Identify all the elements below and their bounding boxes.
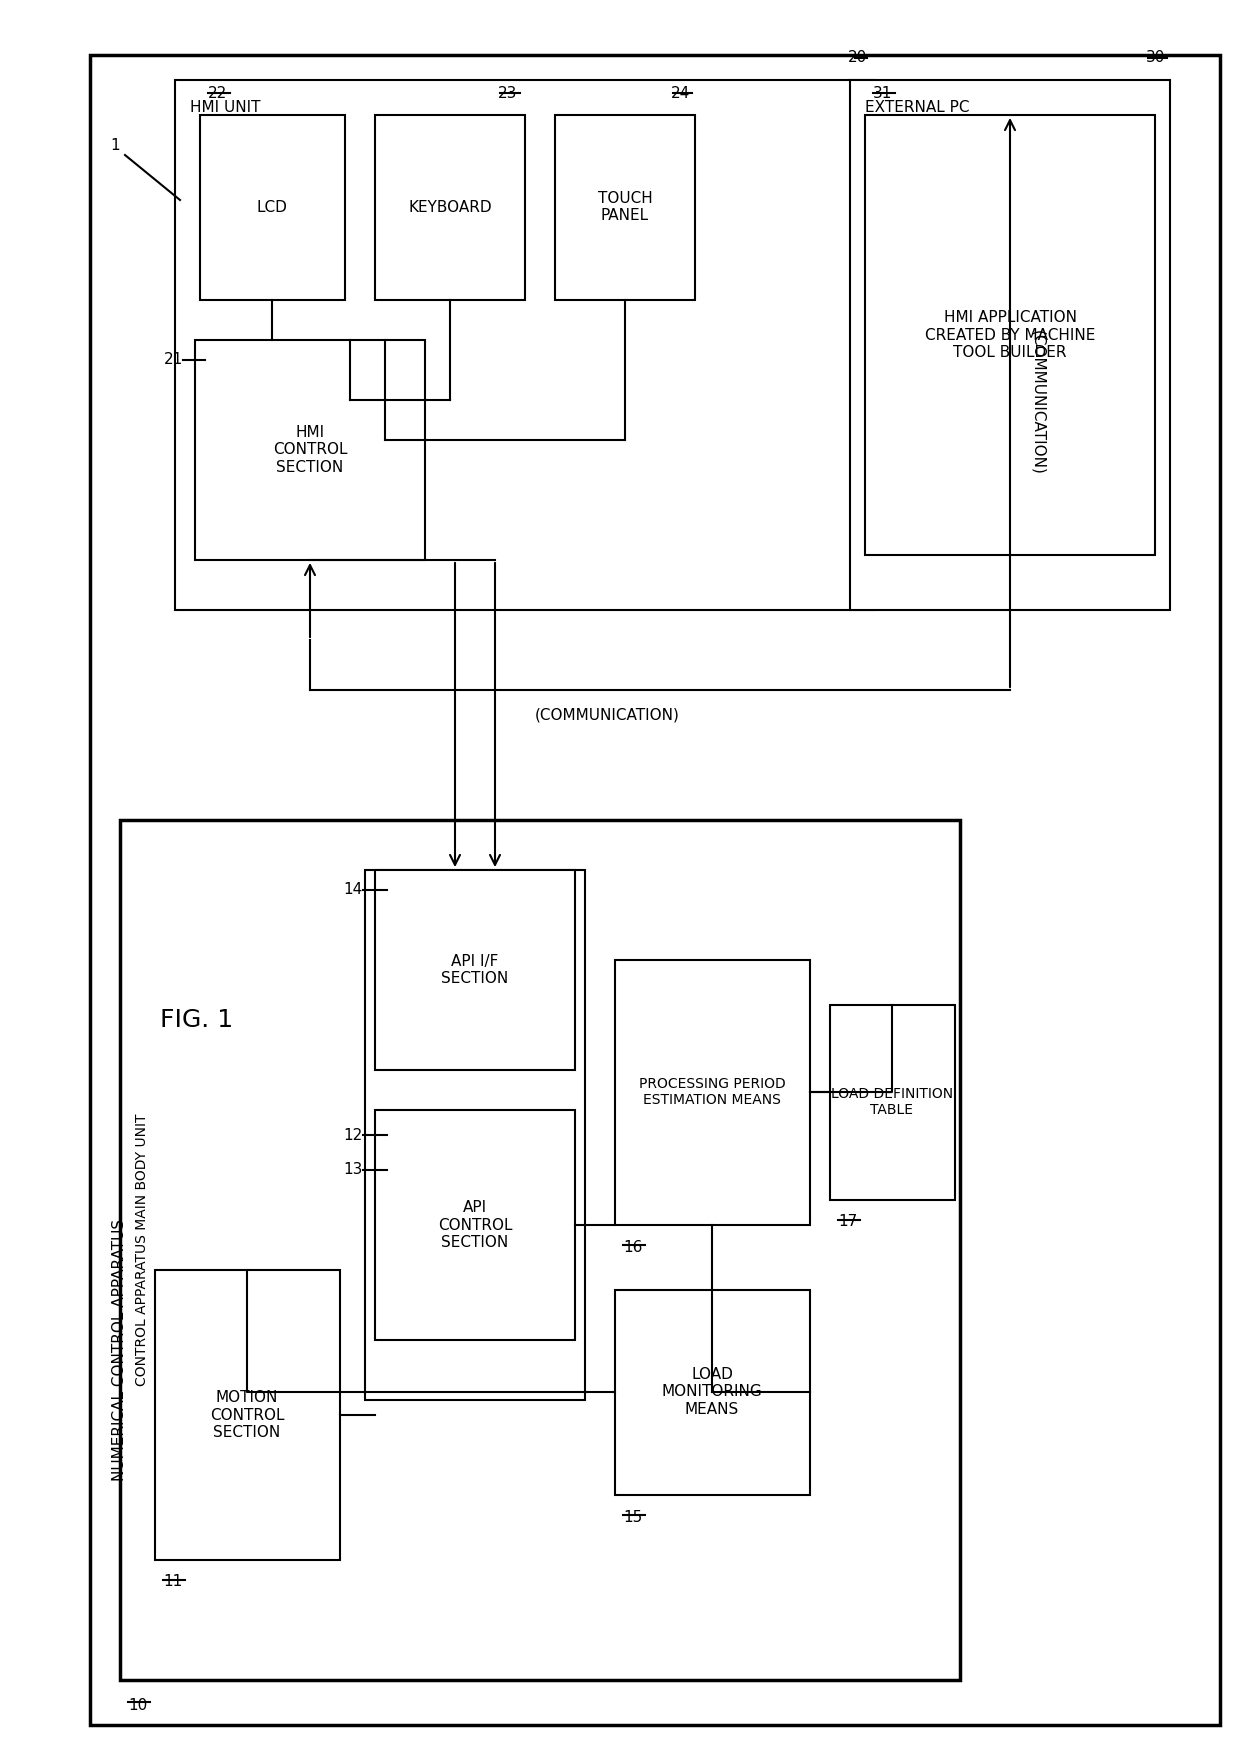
Text: TOUCH
PANEL: TOUCH PANEL xyxy=(598,190,652,224)
Text: CONTROL APPARATUS MAIN BODY UNIT: CONTROL APPARATUS MAIN BODY UNIT xyxy=(135,1114,149,1386)
Bar xyxy=(830,1005,955,1201)
Bar xyxy=(195,340,425,561)
Bar xyxy=(175,79,875,610)
Text: KEYBOARD: KEYBOARD xyxy=(408,199,492,215)
Bar xyxy=(849,79,1171,610)
Bar xyxy=(120,820,960,1680)
Bar xyxy=(866,115,1154,555)
Text: HMI
CONTROL
SECTION: HMI CONTROL SECTION xyxy=(273,425,347,474)
Text: PROCESSING PERIOD
ESTIMATION MEANS: PROCESSING PERIOD ESTIMATION MEANS xyxy=(639,1077,785,1107)
Bar xyxy=(556,115,694,300)
Text: 24: 24 xyxy=(671,85,689,100)
Bar xyxy=(615,1291,810,1495)
Text: 12: 12 xyxy=(343,1128,363,1142)
Text: 16: 16 xyxy=(622,1239,642,1255)
Text: 1: 1 xyxy=(110,138,120,153)
Bar xyxy=(374,115,525,300)
Text: (COMMUNICATION): (COMMUNICATION) xyxy=(534,707,680,723)
Text: HMI UNIT: HMI UNIT xyxy=(190,100,260,116)
Text: 23: 23 xyxy=(497,85,517,100)
Text: 14: 14 xyxy=(343,883,363,897)
Text: LOAD
MONITORING
MEANS: LOAD MONITORING MEANS xyxy=(662,1366,763,1417)
Bar xyxy=(615,961,810,1225)
Bar xyxy=(200,115,345,300)
Text: EXTERNAL PC: EXTERNAL PC xyxy=(866,100,970,116)
Text: 17: 17 xyxy=(838,1215,857,1229)
Bar xyxy=(365,869,585,1400)
Text: 20: 20 xyxy=(848,51,867,65)
Text: 31: 31 xyxy=(873,85,893,100)
Bar xyxy=(374,869,575,1070)
Text: API I/F
SECTION: API I/F SECTION xyxy=(441,954,508,986)
Bar xyxy=(155,1269,340,1560)
Text: 22: 22 xyxy=(208,85,227,100)
Text: 13: 13 xyxy=(343,1162,363,1178)
Bar xyxy=(374,1111,575,1340)
Text: 21: 21 xyxy=(164,353,184,367)
Text: 15: 15 xyxy=(622,1509,642,1525)
Text: 10: 10 xyxy=(128,1698,148,1712)
Text: LOAD DEFINITION
TABLE: LOAD DEFINITION TABLE xyxy=(831,1088,954,1118)
Text: FIG. 1: FIG. 1 xyxy=(160,1008,233,1031)
Text: 30: 30 xyxy=(1146,51,1166,65)
Text: NUMERICAL CONTROL APPARATUS: NUMERICAL CONTROL APPARATUS xyxy=(113,1218,128,1481)
Text: API
CONTROL
SECTION: API CONTROL SECTION xyxy=(438,1201,512,1250)
Text: 11: 11 xyxy=(162,1574,182,1590)
Text: (COMMUNICATION): (COMMUNICATION) xyxy=(1030,330,1045,474)
Text: LCD: LCD xyxy=(257,199,288,215)
Text: MOTION
CONTROL
SECTION: MOTION CONTROL SECTION xyxy=(210,1389,284,1440)
Text: HMI APPLICATION
CREATED BY MACHINE
TOOL BUILDER: HMI APPLICATION CREATED BY MACHINE TOOL … xyxy=(925,310,1095,360)
